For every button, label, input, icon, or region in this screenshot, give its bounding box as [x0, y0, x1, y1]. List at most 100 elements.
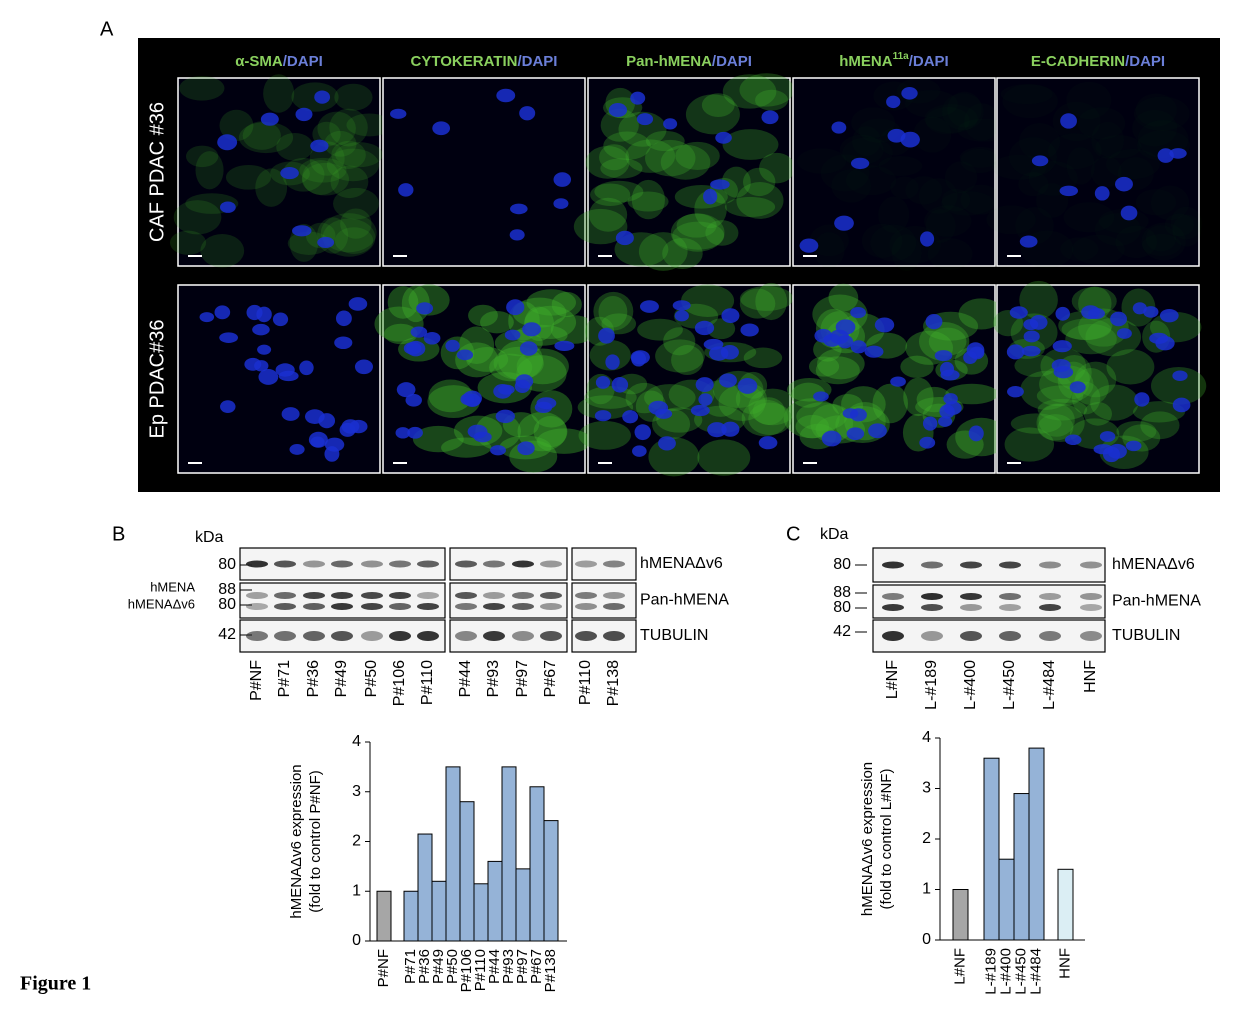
cell-stain: [663, 327, 696, 356]
bar: [529, 786, 545, 942]
nucleus: [813, 391, 829, 402]
cell-stain: [1133, 401, 1186, 423]
nucleus: [460, 393, 475, 406]
cell-stain: [599, 144, 630, 171]
y-tick-label: 1: [352, 882, 361, 899]
column-header: α-SMA/DAPI: [235, 53, 323, 70]
x-tick-label: P#97: [514, 949, 531, 984]
cell-stain: [1078, 107, 1126, 139]
cell-stain: [585, 146, 630, 179]
marker-name: E-CADHERIN: [1031, 53, 1125, 70]
marker-name: hMENA: [839, 53, 892, 70]
nucleus: [721, 308, 740, 324]
cell-stain: [1014, 354, 1057, 377]
nucleus: [1064, 434, 1082, 446]
band: [1080, 593, 1102, 600]
band: [999, 561, 1021, 569]
x-tick-label: P#93: [500, 949, 517, 984]
lane-label: P#93: [485, 660, 502, 697]
bar: [431, 880, 447, 942]
cell-stain: [594, 180, 644, 203]
cell-stain: [722, 74, 777, 109]
band: [389, 603, 411, 610]
cell-stain: [755, 89, 789, 111]
nucleus: [456, 349, 474, 361]
nucleus: [634, 424, 651, 441]
band: [512, 603, 534, 610]
cell-stain: [672, 221, 725, 250]
lane-label: L-#400: [962, 660, 979, 710]
cell-stain: [516, 348, 569, 385]
nucleus: [314, 90, 331, 104]
lane-label: P#67: [542, 660, 559, 697]
cell-stain: [828, 283, 859, 312]
band: [455, 631, 477, 641]
nucleus: [719, 373, 737, 388]
x-tick-label: P#110: [472, 949, 489, 991]
nucleus: [1059, 185, 1079, 197]
nucleus: [622, 410, 639, 424]
nucleus: [922, 416, 938, 431]
band: [999, 593, 1021, 600]
bar: [1013, 793, 1030, 941]
cell-stain: [791, 382, 826, 408]
cell-stain: [739, 73, 795, 107]
nucleus: [281, 407, 300, 421]
cell-stain: [752, 397, 785, 425]
cell-stain: [584, 386, 637, 409]
band: [1039, 561, 1061, 569]
nucleus: [1052, 340, 1072, 353]
band: [603, 631, 625, 641]
band: [361, 592, 383, 599]
cell-stain: [1038, 403, 1075, 437]
cell-stain: [748, 402, 792, 435]
band: [960, 604, 982, 611]
nucleus: [837, 335, 854, 349]
cell-stain: [670, 213, 725, 252]
cell-stain: [736, 182, 784, 219]
nucleus: [219, 332, 239, 343]
nucleus: [698, 393, 713, 406]
nucleus: [835, 319, 856, 335]
cell-stain: [900, 355, 934, 378]
x-tick-label: P#67: [528, 949, 545, 984]
nucleus: [310, 139, 329, 153]
nucleus: [703, 188, 718, 205]
nucleus: [605, 354, 620, 370]
nucleus: [919, 436, 936, 449]
bar: [1057, 868, 1074, 941]
kda-label: kDa: [820, 526, 849, 543]
cell-stain: [676, 213, 717, 238]
cell-stain: [655, 339, 705, 373]
cell-stain: [550, 315, 597, 344]
y-tick-label: 4: [352, 733, 361, 750]
cell-stain: [589, 197, 628, 232]
cell-stain: [919, 322, 970, 361]
nucleus: [594, 410, 612, 422]
cell-stain: [326, 148, 380, 182]
cell-stain: [958, 298, 1004, 330]
band: [882, 631, 904, 641]
nucleus: [1009, 306, 1028, 319]
cell-stain: [942, 93, 984, 130]
cell-stain: [480, 310, 514, 334]
x-tick-label: L#NF: [951, 948, 968, 985]
band-label: TUBULIN: [1112, 627, 1180, 644]
cell-stain: [384, 323, 418, 345]
blot-strip: [872, 619, 1106, 653]
cell-stain: [831, 169, 871, 203]
cell-stain: [1004, 427, 1055, 462]
lane-label: HNF: [1082, 660, 1099, 693]
nucleus: [707, 422, 727, 438]
nucleus: [1120, 205, 1138, 221]
kda-marker: 42: [833, 623, 851, 640]
cell-stain: [334, 83, 373, 111]
cell-stain: [412, 425, 464, 453]
cell-stain: [1146, 225, 1176, 252]
nucleus: [1157, 148, 1174, 163]
cell-stain: [1010, 413, 1062, 434]
cell-stain: [173, 200, 222, 235]
cell-stain: [945, 383, 999, 405]
nucleus: [901, 87, 918, 100]
nucleus: [553, 172, 572, 187]
